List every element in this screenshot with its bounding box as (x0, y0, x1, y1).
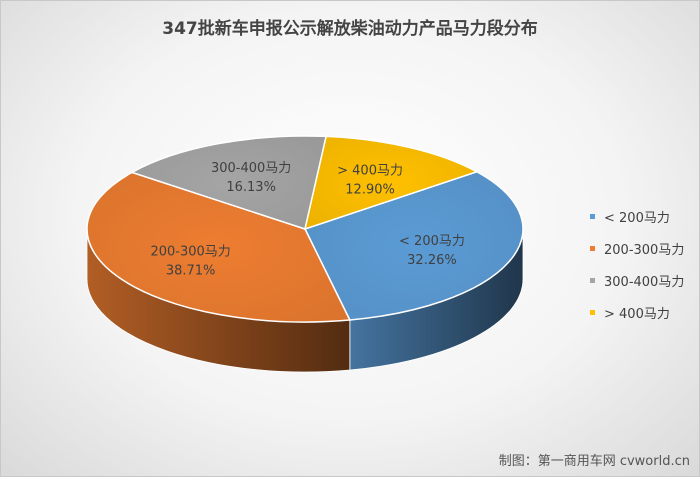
slice-category-label: < 200马力 (399, 234, 465, 249)
slice-value-label: 12.90% (345, 182, 395, 197)
legend-swatch (590, 309, 595, 315)
legend-item: 200-300马力 (590, 232, 684, 264)
legend: < 200马力 200-300马力 300-400马力 > 400马力 (590, 200, 684, 328)
pie-slice (130, 135, 328, 230)
slice-value-label: 16.13% (226, 180, 276, 195)
legend-label: > 400马力 (604, 306, 670, 322)
legend-label: 200-300马力 (604, 242, 685, 258)
credit-text: 制图：第一商用车网 cvworld.cn (498, 454, 690, 469)
slice-category-label: 300-400马力 (211, 161, 291, 176)
slice-category-label: 200-300马力 (150, 245, 230, 260)
legend-label: 300-400马力 (604, 274, 685, 290)
slice-value-label: 32.26% (407, 253, 457, 268)
legend-swatch (590, 277, 595, 283)
legend-label: < 200马力 (604, 210, 670, 226)
legend-swatch (590, 245, 595, 251)
legend-item: 300-400马力 (590, 264, 684, 296)
legend-item: > 400马力 (590, 296, 684, 328)
legend-item: < 200马力 (590, 200, 684, 232)
pie-slice (86, 171, 351, 323)
pie-slice (303, 135, 479, 231)
legend-swatch (590, 213, 595, 219)
pie-labels: < 200马力 32.26% 200-300马力 38.71% 300-400马力 16.… (150, 161, 464, 279)
pie-tops (86, 135, 524, 323)
chart-title: 347批新车申报公示解放柴油动力产品马力段分布 (162, 19, 538, 39)
slice-value-label: 38.71% (166, 264, 216, 279)
pie-slice (303, 170, 524, 321)
slice-category-label: > 400马力 (337, 163, 403, 178)
